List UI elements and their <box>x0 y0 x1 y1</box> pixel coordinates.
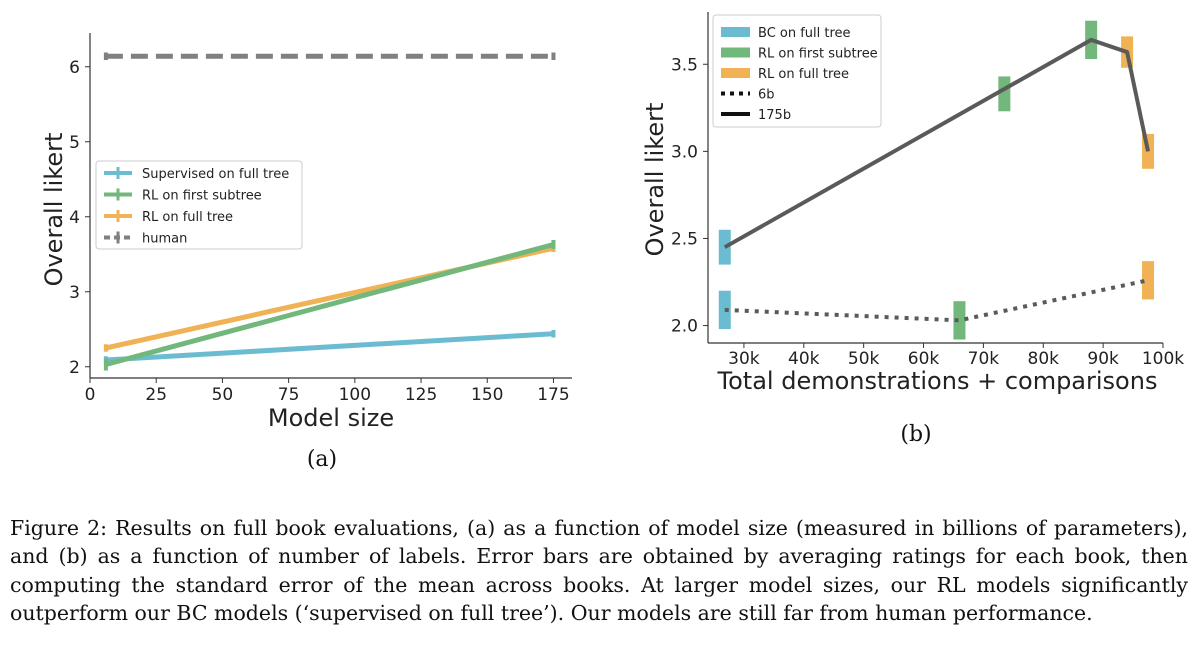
chart-b-legend-swatch <box>721 68 750 78</box>
chart-b-legend-swatch <box>721 47 750 58</box>
chart-a-y-tick-label: 2 <box>69 358 80 378</box>
chart-b-legend-label: 175b <box>758 108 791 123</box>
chart-b-x-tick-label: 70k <box>968 349 1000 369</box>
chart-b-y-tick-label: 2.5 <box>671 229 698 249</box>
chart-b-legend-label: BC on full tree <box>758 26 851 41</box>
chart-a-legend-label: human <box>142 232 187 247</box>
chart-a-x-tick-label: 75 <box>278 385 300 405</box>
chart-b-y-label: Overall likert <box>641 103 669 257</box>
chart-b-error-bar <box>1142 261 1155 300</box>
chart-b-y-tick-label: 2.0 <box>671 317 698 337</box>
chart-b-legend-label: RL on full tree <box>758 67 849 82</box>
chart-b-x-tick-label: 80k <box>1028 349 1060 369</box>
chart-b-series-line <box>723 37 1150 249</box>
chart-b-legend <box>712 14 882 128</box>
chart-b-x-tick-label: 90k <box>1087 349 1119 369</box>
chart-a-y-tick-label: 6 <box>69 58 80 78</box>
chart-a-legend-label: RL on first subtree <box>142 189 262 204</box>
chart-b-error-bar <box>998 76 1011 112</box>
chart-b-x-label: Total demonstrations + comparisons <box>717 367 1158 395</box>
chart-a-y-tick-label: 3 <box>69 283 80 303</box>
figure-caption: Figure 2: Results on full book evaluatio… <box>10 515 1188 626</box>
chart-b-legend-label: RL on first subtree <box>758 47 878 62</box>
chart-b-x-tick-label: 40k <box>788 349 820 369</box>
chart-b-x-tick-label: 100k <box>1142 349 1184 369</box>
chart-a-x-tick-label: 150 <box>471 385 503 405</box>
figure-canvas: 0 25 50 75 100 125 150 175 2 3 4 5 6 Model size Overal… <box>40 12 1184 472</box>
chart-a-panel-label: (a) <box>307 447 337 472</box>
chart-a: 0 25 50 75 100 125 150 175 2 3 4 5 6 Model size Overal… <box>40 33 572 472</box>
chart-a-y-label: Overall likert <box>40 133 68 287</box>
chart-b-x-tick-label: 50k <box>848 349 880 369</box>
chart-b-series-line <box>724 278 1149 323</box>
chart-b-panel-label: (b) <box>900 422 931 447</box>
chart-a-legend-label: RL on full tree <box>142 210 233 225</box>
chart-b: 30k 40k 50k 60k 70k 80k 90k 100k 2.0 2.5 3.0 3.5 Tot… <box>641 12 1184 447</box>
chart-a-x-tick-label: 50 <box>212 385 234 405</box>
chart-a-y-tick-label: 4 <box>69 208 80 228</box>
chart-b-x-tick-label: 30k <box>728 349 760 369</box>
chart-b-error-bar <box>953 301 966 340</box>
chart-b-y-tick-label: 3.0 <box>671 142 698 162</box>
chart-a-legend <box>95 160 303 250</box>
chart-a-x-tick-label: 0 <box>85 385 96 405</box>
chart-a-x-tick-label: 125 <box>405 385 437 405</box>
chart-a-x-tick-label: 175 <box>537 385 569 405</box>
chart-a-y-tick-label: 5 <box>69 133 80 153</box>
chart-a-series-line <box>105 242 555 367</box>
chart-a-x-label: Model size <box>268 404 394 432</box>
chart-b-legend-label: 6b <box>758 88 775 103</box>
chart-b-y-tick-label: 3.5 <box>671 55 698 75</box>
chart-b-x-tick-label: 60k <box>908 349 940 369</box>
chart-a-series-line <box>105 331 554 363</box>
chart-a-x-tick-label: 25 <box>145 385 167 405</box>
chart-b-legend-swatch <box>721 27 750 37</box>
chart-a-legend-label: Supervised on full tree <box>142 167 289 182</box>
chart-a-x-tick-label: 100 <box>339 385 371 405</box>
